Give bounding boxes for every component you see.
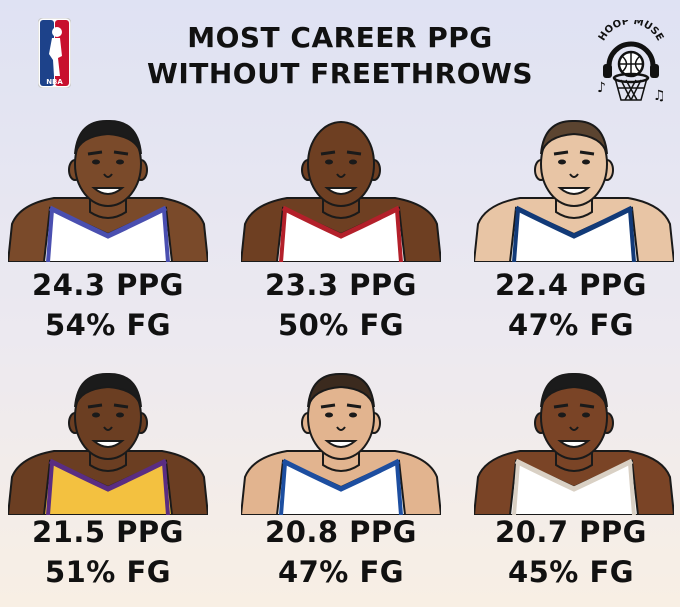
- player-ppg: 24.3 PPG: [32, 268, 184, 302]
- player-fg: 47% FG: [277, 555, 405, 589]
- player-illustration: [474, 372, 674, 515]
- player-fg: 45% FG: [507, 555, 635, 589]
- page-title-line1: MOST CAREER PPG: [187, 21, 493, 54]
- player-fg: 50% FG: [277, 308, 405, 342]
- player-fg: 51% FG: [44, 555, 172, 589]
- hoop-muse-logo: HOOP MUSE ♪ ♫: [597, 20, 666, 104]
- player-ppg: 22.4 PPG: [495, 268, 647, 302]
- player-ppg: 20.7 PPG: [495, 515, 647, 549]
- player-illustration: [241, 372, 441, 515]
- svg-text:♪: ♪: [597, 80, 606, 96]
- player-ppg: 23.3 PPG: [265, 268, 417, 302]
- nba-logo-text: NBA: [46, 78, 63, 86]
- player-illustration: [8, 372, 208, 515]
- svg-text:♫: ♫: [653, 88, 666, 104]
- player-ppg: 21.5 PPG: [32, 515, 184, 549]
- player-ppg: 20.8 PPG: [265, 515, 417, 549]
- player-illustration: [241, 121, 441, 262]
- player-fg: 47% FG: [507, 308, 635, 342]
- svg-text:HOOP MUSE: HOOP MUSE: [597, 20, 666, 43]
- nba-logo: NBA: [38, 18, 71, 88]
- page-title-line2: WITHOUT FREETHROWS: [146, 57, 534, 90]
- brand-logo-text: HOOP MUSE: [597, 20, 666, 43]
- player-fg: 54% FG: [44, 308, 172, 342]
- player-illustration: [474, 119, 674, 262]
- player-illustration: [8, 119, 208, 262]
